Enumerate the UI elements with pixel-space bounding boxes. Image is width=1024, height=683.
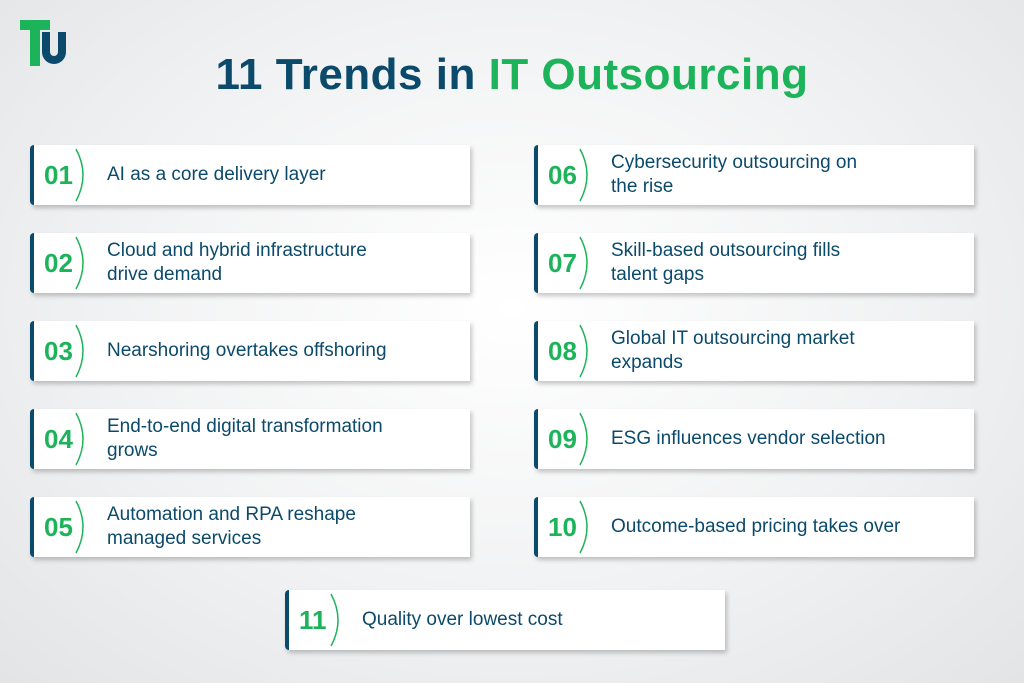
text-line: AI as a core delivery layer xyxy=(107,164,326,185)
trend-card: 05 Automation and RPA reshape managed serv… xyxy=(30,497,470,557)
trend-number: 05 xyxy=(44,512,73,542)
divider xyxy=(75,148,84,202)
divider xyxy=(579,412,588,466)
trend-text: Cloud and hybrid infrastructure drive dem… xyxy=(107,233,367,293)
trend-number: 09 xyxy=(548,424,577,454)
divider xyxy=(330,593,339,647)
trend-card: 11 Quality over lowest cost xyxy=(285,590,725,650)
title: 11 Trends in IT Outsourcing xyxy=(0,50,1024,100)
text-line: ESG influences vendor selection xyxy=(611,428,886,449)
trend-card: 07 Skill-based outsourcing fills talent ga… xyxy=(534,233,974,293)
trend-number: 08 xyxy=(548,336,577,366)
text-line: End-to-end digital transformation xyxy=(107,416,383,437)
text-line: Quality over lowest cost xyxy=(362,609,563,630)
divider xyxy=(75,324,84,378)
divider xyxy=(579,236,588,290)
trend-text: Global IT outsourcing market expands xyxy=(611,321,855,381)
text-line: Outcome-based pricing takes over xyxy=(611,516,901,537)
text-line: expands xyxy=(611,352,683,373)
text-line: Nearshoring overtakes offshoring xyxy=(107,340,387,361)
divider xyxy=(75,236,84,290)
trend-card: 04 End-to-end digital transformation grows xyxy=(30,409,470,469)
trend-number: 06 xyxy=(548,160,577,190)
title-highlight: IT Outsourcing xyxy=(488,50,809,99)
trend-number: 01 xyxy=(44,160,73,190)
divider xyxy=(75,500,84,554)
trend-card: 09 ESG influences vendor selection xyxy=(534,409,974,469)
text-line: Automation and RPA reshape xyxy=(107,504,356,525)
trend-text: Nearshoring overtakes offshoring xyxy=(107,321,387,381)
trend-card: 06 Cybersecurity outsourcing on the rise xyxy=(534,145,974,205)
title-part: 11 Trends in xyxy=(215,50,476,99)
divider xyxy=(579,324,588,378)
trend-number: 07 xyxy=(548,248,577,278)
trend-number: 11 xyxy=(299,605,327,635)
divider xyxy=(579,148,588,202)
trend-text: Cybersecurity outsourcing on the rise xyxy=(611,145,857,205)
trend-text: ESG influences vendor selection xyxy=(611,409,886,469)
text-line: Cybersecurity outsourcing on xyxy=(611,152,858,173)
trend-card: 03 Nearshoring overtakes offshoring xyxy=(30,321,470,381)
trend-text: Automation and RPA reshape managed servic… xyxy=(107,497,356,557)
trend-number: 03 xyxy=(44,336,73,366)
text-line: talent gaps xyxy=(611,264,704,285)
trend-number: 04 xyxy=(44,424,73,454)
trend-number: 02 xyxy=(44,248,73,278)
logo xyxy=(20,20,66,66)
text-line: grows xyxy=(107,440,158,461)
text-line: Skill-based outsourcing fills xyxy=(611,240,841,261)
divider xyxy=(75,412,84,466)
trend-card: 10 Outcome-based pricing takes over xyxy=(534,497,974,557)
trend-card: 01 AI as a core delivery layer xyxy=(30,145,470,205)
trend-text: Outcome-based pricing takes over xyxy=(611,497,900,557)
trend-card: 08 Global IT outsourcing market expands xyxy=(534,321,974,381)
text-line: Global IT outsourcing market xyxy=(611,328,855,349)
trend-text: AI as a core delivery layer xyxy=(107,145,326,205)
divider xyxy=(579,500,588,554)
text-line: the rise xyxy=(611,176,674,197)
text-line: drive demand xyxy=(107,264,223,285)
trend-text: Quality over lowest cost xyxy=(362,590,563,650)
trend-text: End-to-end digital transformation grows xyxy=(107,409,383,469)
text-line: Cloud and hybrid infrastructure xyxy=(107,240,367,261)
text-line: managed services xyxy=(107,528,262,549)
trend-number: 10 xyxy=(548,512,577,542)
trend-card: 02 Cloud and hybrid infrastructure drive d… xyxy=(30,233,470,293)
trend-text: Skill-based outsourcing fills talent gaps xyxy=(611,233,840,293)
